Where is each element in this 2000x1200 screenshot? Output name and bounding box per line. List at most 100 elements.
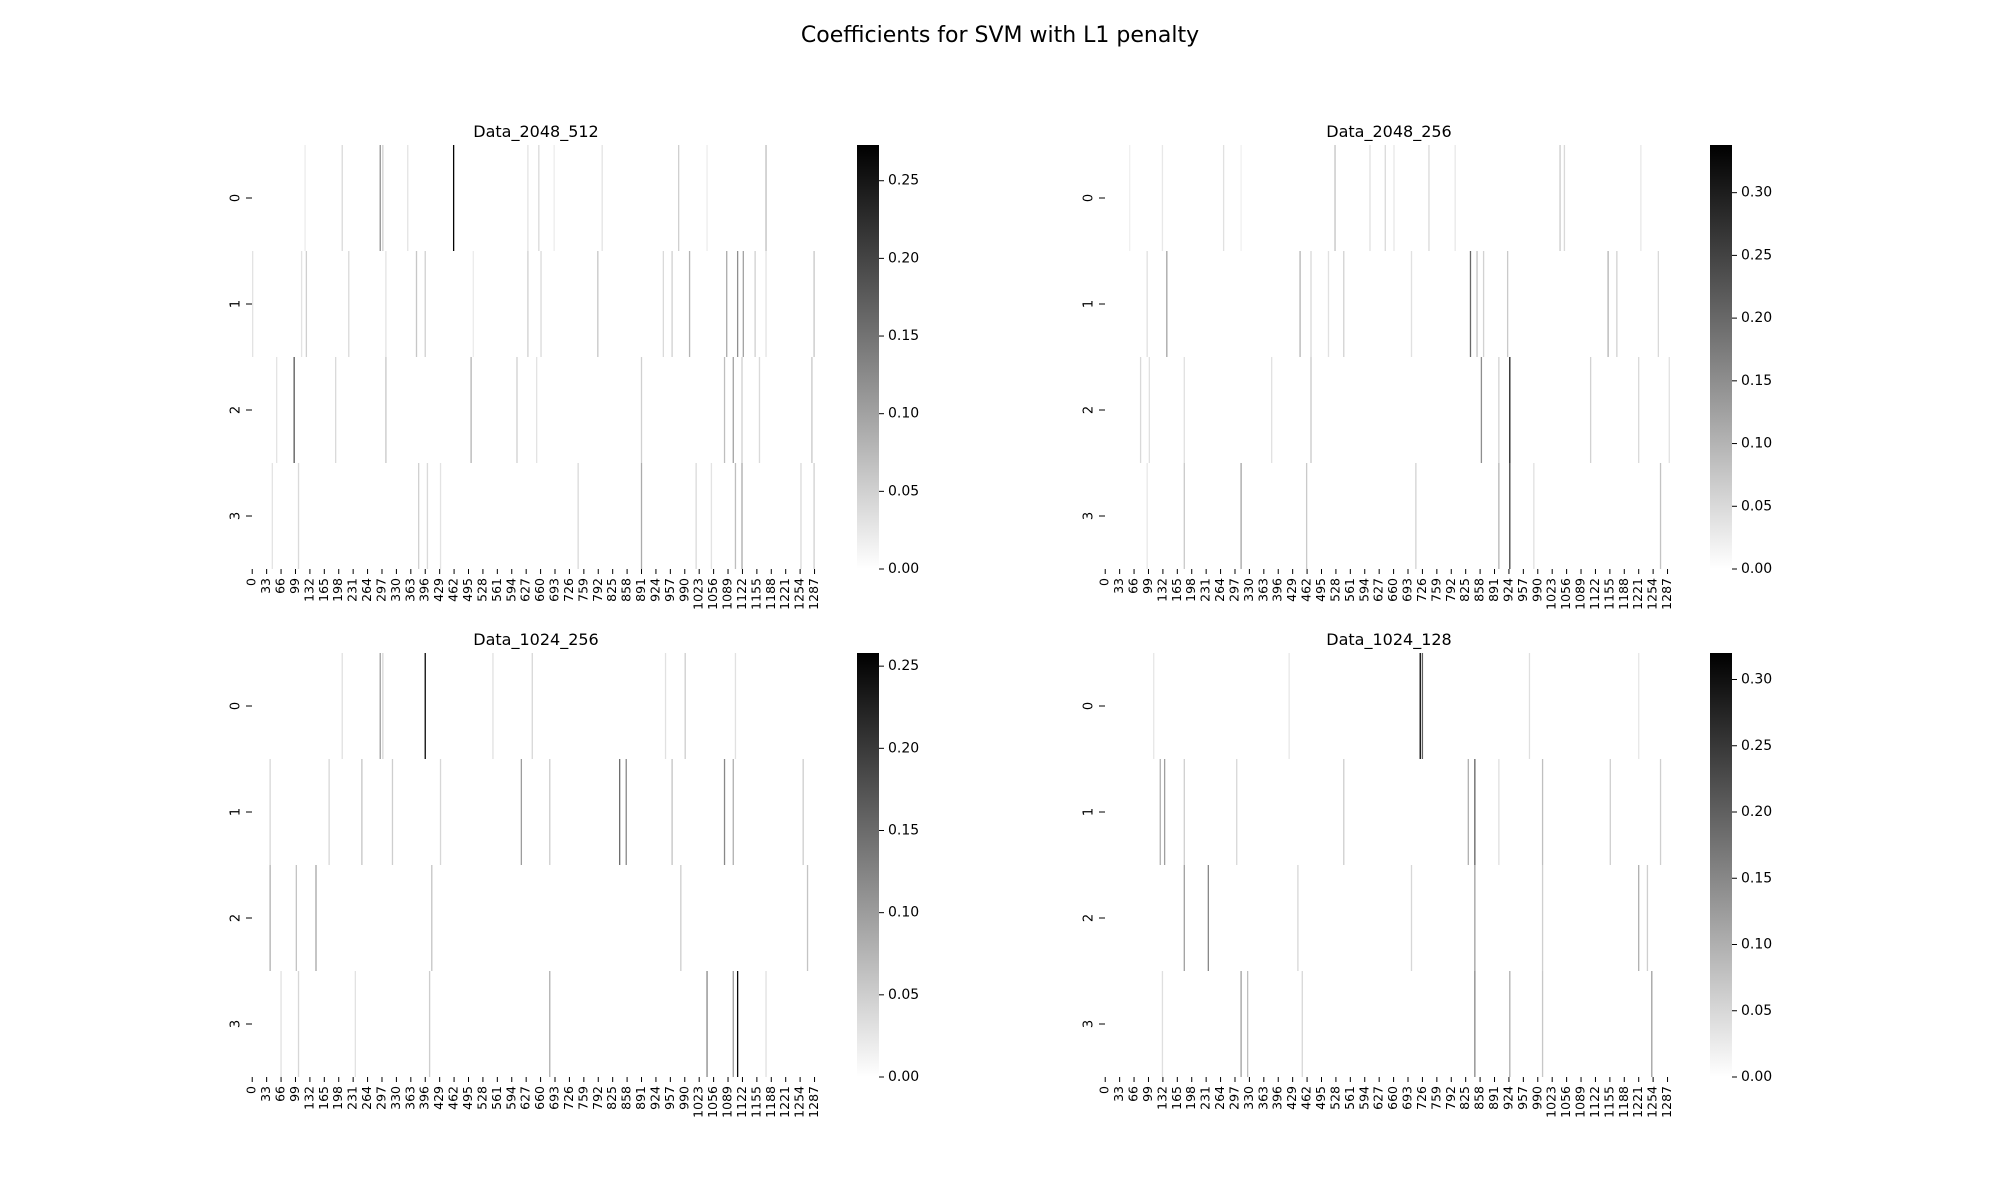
x-tick-label: 33: [258, 578, 273, 594]
x-tick-label: 924: [1500, 1086, 1515, 1110]
x-tick-label: 1122: [1587, 578, 1602, 610]
x-tick-label: 99: [1140, 1086, 1155, 1102]
y-tick-label: 2: [229, 914, 244, 922]
heatmap-cell: [1607, 251, 1609, 357]
x-tick-label: 363: [1255, 1086, 1270, 1110]
heatmap-cell: [276, 357, 278, 463]
heatmap-cell: [382, 653, 384, 759]
x-tick-label: 891: [633, 1086, 648, 1110]
x-tick-label: 726: [561, 578, 576, 602]
colorbar-tick-label: 0.25: [1741, 247, 1772, 263]
y-tick-label: 0: [1082, 702, 1097, 710]
x-tick-label: 1023: [1544, 1086, 1559, 1118]
colorbar-tick-label: 0.20: [1741, 310, 1772, 326]
heatmap-cell: [1148, 357, 1150, 463]
heatmap-cell: [424, 251, 426, 357]
x-tick-label: 198: [1183, 578, 1198, 602]
heatmap-cell: [1498, 463, 1500, 569]
heatmap-cell: [742, 251, 744, 357]
heatmap-cell: [341, 653, 343, 759]
x-tick-label: 132: [1154, 1086, 1169, 1110]
x-tick-label: 693: [547, 1086, 562, 1110]
x-tick-label: 1287: [806, 1086, 821, 1118]
heatmap-cell: [1476, 251, 1478, 357]
heatmap-cell: [1343, 251, 1345, 357]
colorbar-tick-label: 0.15: [1741, 870, 1772, 886]
heatmap-cell: [1163, 759, 1166, 865]
x-tick-label: 1122: [734, 578, 749, 610]
x-tick-label: 264: [359, 578, 374, 602]
x-tick-label: 891: [1486, 1086, 1501, 1110]
heatmap-cell: [1240, 463, 1242, 569]
heatmap-cell: [1469, 251, 1472, 357]
heatmap-cell: [1166, 251, 1168, 357]
x-tick-label: 297: [1226, 1086, 1241, 1110]
x-tick-label: 0: [244, 1086, 259, 1094]
x-tick-label: 198: [330, 578, 345, 602]
heatmap-cell: [553, 145, 555, 251]
colorbar-tick-label: 0.10: [888, 905, 919, 921]
heatmap-cell: [662, 251, 665, 357]
heatmap-cell: [678, 145, 680, 251]
heatmap-cell: [1161, 145, 1164, 251]
colorbar-tick-label: 0.00: [888, 1069, 919, 1085]
x-tick-label: 1023: [691, 578, 706, 610]
heatmap-cell: [723, 759, 726, 865]
y-tick-label: 1: [1082, 300, 1097, 308]
colorbar: [1710, 145, 1732, 569]
x-tick-label: 858: [619, 1086, 634, 1110]
x-tick-label: 1155: [1601, 578, 1616, 610]
x-tick-label: 330: [388, 578, 403, 602]
x-tick-label: 1155: [748, 1086, 763, 1118]
heatmap-cell: [706, 145, 708, 251]
y-tick-label: 2: [1082, 914, 1097, 922]
x-tick-label: 528: [474, 1086, 489, 1110]
heatmap-cell: [1509, 971, 1511, 1077]
heatmap-cell: [439, 463, 442, 569]
heatmap-cell: [671, 251, 673, 357]
x-tick-label: 759: [575, 1086, 590, 1110]
heatmap-cell: [492, 653, 494, 759]
heatmap-cell: [741, 463, 743, 569]
x-tick-label: 363: [402, 578, 417, 602]
heatmap-cell: [732, 971, 734, 1077]
x-tick-label: 1254: [1645, 578, 1660, 610]
heatmap-cell: [1474, 865, 1476, 971]
x-tick-label: 66: [1126, 1086, 1141, 1102]
x-tick-label: 660: [1385, 578, 1400, 602]
heatmap-cell: [1541, 971, 1544, 1077]
x-tick-label: 726: [561, 1086, 576, 1110]
y-tick-label: 0: [1082, 194, 1097, 202]
x-tick-label: 528: [1327, 1086, 1342, 1110]
heatmap-cell: [1482, 251, 1485, 357]
heatmap-cell: [710, 463, 713, 569]
x-tick-label: 990: [1529, 1086, 1544, 1110]
x-tick-label: 660: [532, 578, 547, 602]
x-tick-label: 1056: [1558, 578, 1573, 610]
colorbar-tick-label: 0.15: [1741, 373, 1772, 389]
x-tick-label: 1122: [734, 1086, 749, 1118]
heatmap-cell: [1498, 759, 1500, 865]
colorbar-tick-label: 0.00: [888, 561, 919, 577]
x-tick-label: 957: [662, 578, 677, 602]
x-tick-label: 330: [1241, 578, 1256, 602]
heatmap-cell: [385, 251, 387, 357]
panel-title: Data_2048_512: [473, 122, 598, 142]
heatmap-cell: [680, 865, 682, 971]
colorbar-tick-label: 0.05: [1741, 1003, 1772, 1019]
heatmap-cell: [1305, 463, 1308, 569]
heatmap-cell: [293, 357, 295, 463]
heatmap-cell: [300, 251, 303, 357]
x-tick-label: 957: [1515, 578, 1530, 602]
colorbar-tick-label: 0.25: [888, 173, 919, 189]
heatmap-cell: [1343, 759, 1345, 865]
y-tick-label: 1: [1082, 808, 1097, 816]
heatmap-cell: [1327, 251, 1330, 357]
heatmap-cell: [1369, 145, 1371, 251]
x-tick-label: 660: [1385, 1086, 1400, 1110]
heatmap-cell: [428, 971, 431, 1077]
colorbar-tick-label: 0.10: [888, 406, 919, 422]
x-tick-label: 957: [662, 1086, 677, 1110]
x-tick-label: 1221: [1630, 578, 1645, 610]
